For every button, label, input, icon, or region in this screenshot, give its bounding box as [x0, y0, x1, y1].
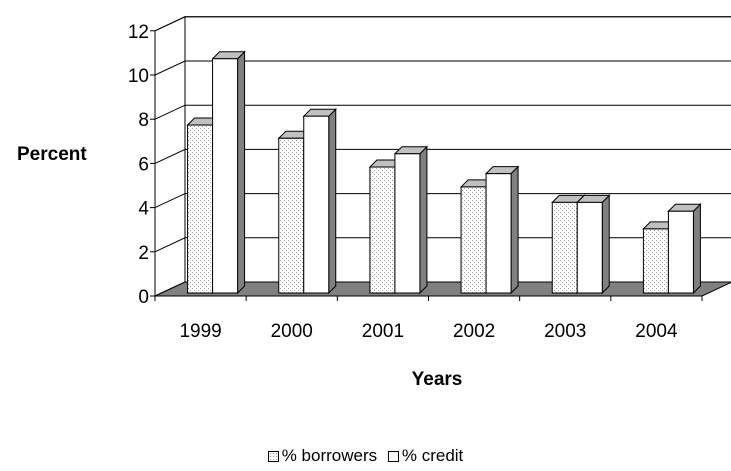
gridline-12: [154, 16, 731, 32]
y-axis-title: Percent: [17, 144, 87, 165]
bar-side: [510, 165, 519, 295]
x-tick-label-2000: 2000: [271, 321, 313, 342]
bar-2001-credit: [393, 145, 429, 295]
gridline-4: [154, 193, 731, 209]
bar-1999-credit: [211, 50, 246, 295]
bar-front: [460, 186, 487, 294]
bar-side: [601, 194, 610, 295]
y-axis: 0 2 4 6 8 10 12: [128, 22, 156, 308]
bar-front: [278, 137, 305, 294]
bar-2002-credit: [484, 165, 520, 295]
legend: % borrowers % credit: [0, 446, 731, 467]
x-axis-title: Years: [412, 369, 463, 390]
bar-front: [303, 115, 330, 294]
legend-item-borrowers: % borrowers: [267, 446, 378, 466]
bar-side: [237, 50, 246, 295]
bar-front: [485, 173, 512, 294]
legend-label-borrowers: % borrowers: [281, 446, 378, 465]
bar-side: [692, 203, 701, 295]
bar-front: [187, 124, 214, 294]
x-tick-label-1999: 1999: [179, 321, 221, 342]
gridline-6: [154, 148, 731, 164]
gridlines: [154, 16, 731, 253]
bar-2004-credit: [667, 203, 702, 295]
y-tick-label-10: 10: [128, 66, 149, 87]
x-tick-label-2002: 2002: [453, 321, 495, 342]
legend-swatch-credit: [387, 450, 399, 462]
bar-front: [551, 201, 578, 294]
legend-label-credit: % credit: [401, 446, 464, 465]
bar-front: [212, 58, 239, 294]
bar-front: [667, 210, 694, 294]
bars: [186, 50, 702, 295]
bar-side: [419, 145, 428, 295]
legend-swatch-borrowers: [267, 450, 279, 462]
legend-item-credit: % credit: [387, 446, 464, 466]
bar-2003-credit: [576, 194, 611, 295]
y-tick-label-8: 8: [138, 110, 149, 131]
bar-side: [328, 107, 337, 295]
y-tick-label-0: 0: [138, 287, 149, 308]
bar-front: [394, 153, 421, 294]
y-tick-label-6: 6: [138, 154, 149, 175]
bar-front: [369, 166, 396, 294]
bar-2000-credit: [302, 107, 337, 295]
y-tick-label-4: 4: [138, 199, 149, 220]
x-axis: 1999 2000 2001 2002 2003 2004: [154, 295, 703, 342]
x-tick-label-2004: 2004: [635, 321, 678, 342]
gridline-2: [154, 237, 731, 253]
y-tick-label-12: 12: [128, 22, 149, 43]
gridline-10: [154, 60, 731, 76]
bar-front: [576, 201, 603, 294]
bar-front: [642, 228, 669, 294]
x-tick-label-2003: 2003: [544, 321, 586, 342]
y-tick-label-2: 2: [138, 243, 149, 264]
x-tick-label-2001: 2001: [362, 321, 404, 342]
gridline-8: [154, 104, 731, 120]
